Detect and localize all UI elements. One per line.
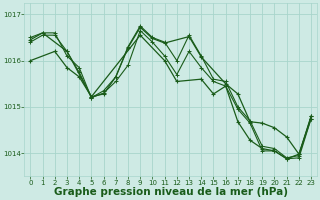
X-axis label: Graphe pression niveau de la mer (hPa): Graphe pression niveau de la mer (hPa) (54, 187, 288, 197)
